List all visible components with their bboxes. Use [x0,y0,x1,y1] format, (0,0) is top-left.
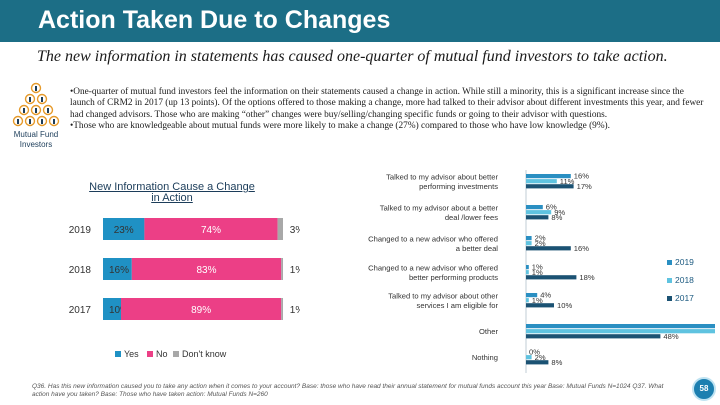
bar-2017 [526,215,549,220]
stacked-segment-yes [103,218,145,240]
year-label: 2017 [69,305,92,316]
stacked-segment-no [121,298,282,320]
bar-2017 [526,246,571,251]
data-label: 8% [551,213,562,222]
category-label: services I am eligible for [417,301,499,310]
bar-2019 [526,205,543,210]
category-label: Talked to my advisor about a better [380,203,499,212]
bar-2019 [526,236,532,241]
bar-2019 [526,293,538,298]
data-label: 8% [551,358,562,367]
data-label: 4% [540,291,551,300]
data-label: 1% [532,263,543,272]
bar-2017 [526,303,554,308]
bar-2018 [526,241,532,246]
action-bar-chart: Talked to my advisor about betterperform… [368,170,715,373]
data-label: 9% [554,208,565,217]
bar-2018 [526,298,529,303]
legend-swatch [667,278,672,283]
data-label: 11% [560,177,575,186]
bullet-2: •Those who are knowledgeable about mutua… [70,121,610,132]
legend-label: Yes [124,349,139,359]
legend-swatch [667,296,672,301]
bar-2018 [526,179,557,184]
stacked-chart-title: New Information Cause a Change in Action [89,181,255,204]
year-label: 2019 [69,225,92,236]
data-label: 2% [535,234,546,243]
data-label: 10% [557,301,572,310]
data-label: 1% [532,296,543,305]
data-label: 6% [546,203,557,212]
page-title: Action Taken Due to Changes [38,6,391,34]
data-label: 2% [535,353,546,362]
data-label: 74% [201,225,221,236]
category-label: Other [479,327,498,336]
data-label: 16% [574,172,589,181]
category-label: performing investments [419,182,498,191]
bar-2019 [526,265,529,270]
bar-2017 [526,360,549,365]
insight-bullets: •One-quarter of mutual fund investors fe… [70,87,710,133]
stacked-segment-don-t-know [277,218,283,240]
data-label: 48% [663,332,678,341]
year-label: 2018 [69,265,92,276]
data-label: 16% [109,265,129,276]
data-label: 16% [574,244,589,253]
stacked-segment-yes [103,258,132,280]
data-label: 1% [532,268,543,277]
legend-label: 2018 [675,275,694,285]
legend-label: 2019 [675,257,694,267]
data-label: 17% [577,182,592,191]
category-label: Changed to a new advisor who offered [368,263,498,272]
persona-label: Mutual Fund Investors [13,130,59,149]
bullet-1: •One-quarter of mutual fund investors fe… [70,87,704,120]
bar-2019 [526,324,715,329]
bar-2018 [526,355,532,360]
data-label: 18% [579,273,594,282]
bar-2017 [526,184,574,189]
data-label: 23% [114,225,134,236]
data-label: 3% [290,225,300,236]
category-label: Talked to my advisor about better [386,172,498,181]
category-label: Talked to my advisor about other [388,291,498,300]
legend-swatch [147,351,153,357]
data-label: 89% [191,305,211,316]
category-label: a better deal [456,244,499,253]
stacked-segment-don-t-know [281,298,283,320]
bar-2018 [526,270,529,275]
page-number: 58 [692,377,716,401]
bar-2017 [526,275,577,280]
bar-2018 [526,210,552,215]
slide-subtitle: The new information in statements has ca… [37,48,668,65]
stacked-segment-no [131,258,282,280]
bar-2019 [526,174,571,179]
footnote: Q36. Has this new information caused you… [32,383,664,398]
stacked-segment-yes [103,298,121,320]
legend-swatch [667,260,672,265]
legend-label: 2017 [675,293,694,303]
stacked-bar-chart: 2019 23% 74% 3% 2018 16% 83% 1% 2017 10% 89% 1% Yes N… [69,218,300,359]
data-label: 0% [529,348,540,357]
legend-swatch [173,351,179,357]
legend-label: Don't know [182,349,227,359]
data-label: 83% [196,265,216,276]
data-label: 1% [290,265,300,276]
stacked-segment-no [144,218,278,240]
bar-2018 [526,329,715,334]
stacked-segment-don-t-know [281,258,283,280]
bar-2017 [526,334,661,339]
legend-swatch [115,351,121,357]
category-label: Changed to a new advisor who offered [368,234,498,243]
data-label: 1% [290,305,300,316]
category-label: deal /lower fees [445,213,498,222]
people-group-icon [12,82,60,127]
category-label: Nothing [472,353,498,362]
data-label: 10% [109,305,129,316]
category-label: better performing products [409,273,498,282]
title-bar: Action Taken Due to Changes [0,0,720,42]
legend-label: No [156,349,168,359]
data-label: 2% [535,239,546,248]
